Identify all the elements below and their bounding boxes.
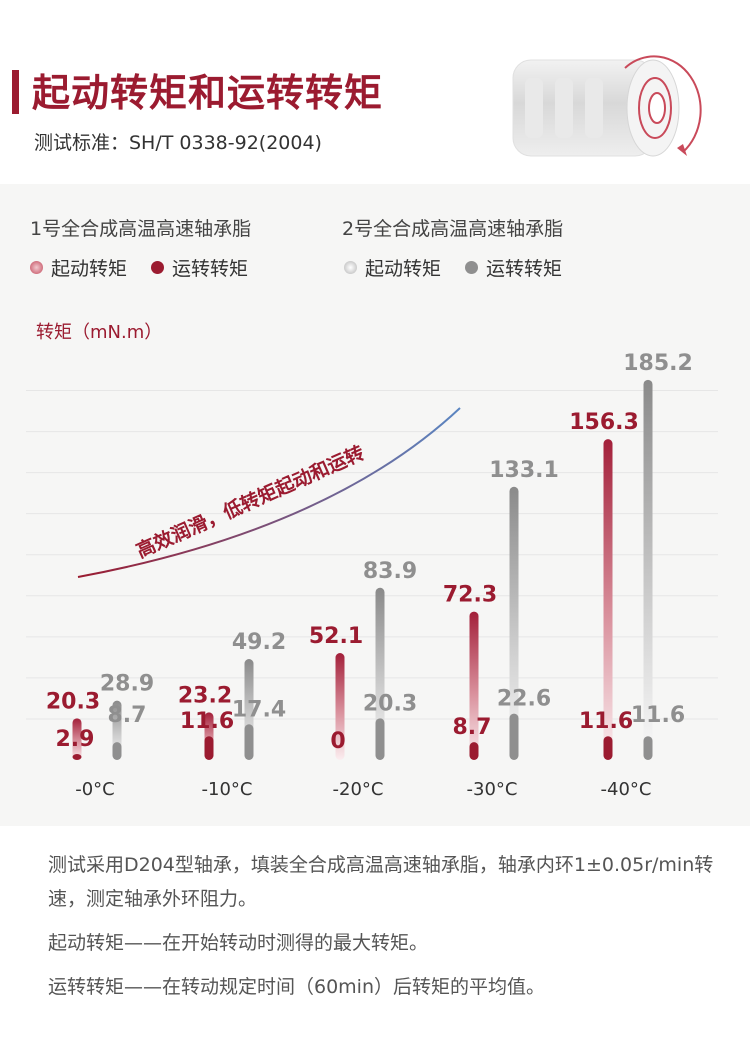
note-run-torque: 运转转矩——在转动规定时间（60min）后转矩的平均值。 xyxy=(48,976,546,998)
data-label-start-1: 23.2 xyxy=(178,683,232,708)
data-label-start-2: 133.1 xyxy=(489,458,559,483)
note-start-torque: 起动转矩——在开始转动时测得的最大转矩。 xyxy=(48,932,429,954)
test-notes: 测试采用D204型轴承，填装全合成高温高速轴承脂，轴承内环1±0.05r/min… xyxy=(48,848,728,1014)
data-label-run-1: 11.6 xyxy=(579,709,633,734)
data-label-run-2: 20.3 xyxy=(363,691,417,716)
bar-start-1 xyxy=(335,653,345,760)
x-tick-label: -0°C xyxy=(75,779,115,800)
data-label-start-1: 52.1 xyxy=(309,624,363,649)
trend-curve xyxy=(77,407,461,578)
legend-start-2: 起动转矩 xyxy=(344,254,441,281)
bar-start-1 xyxy=(72,718,82,760)
x-tick-label: -40°C xyxy=(601,779,652,800)
data-label-run-2: 22.6 xyxy=(497,687,551,712)
page-title: 起动转矩和运转转矩 xyxy=(32,71,384,115)
title-accent-bar xyxy=(12,70,19,114)
bar-start-2 xyxy=(643,379,653,760)
legend-items-2: 起动转矩 运转转矩 xyxy=(344,254,586,281)
data-label-start-2: 49.2 xyxy=(232,630,286,655)
x-tick-label: -30°C xyxy=(467,779,518,800)
bar-start-1 xyxy=(469,611,479,760)
test-standard: 测试标准：SH/T 0338-92(2004) xyxy=(34,132,322,154)
legend-dot-run-1 xyxy=(151,261,165,274)
bar-run-2 xyxy=(375,718,385,760)
legend-run-label-1: 运转转矩 xyxy=(172,258,249,280)
data-label-start-1: 20.3 xyxy=(46,689,100,714)
data-label-run-2: 8.7 xyxy=(108,703,147,728)
legend-dot-start-2 xyxy=(344,261,357,274)
y-axis-label: 转矩（mN.m） xyxy=(36,322,163,343)
data-label-start-1: 72.3 xyxy=(443,583,497,608)
data-label-run-2: 11.6 xyxy=(631,703,685,728)
legend-run-2: 运转转矩 xyxy=(465,254,562,281)
x-tick-label: -20°C xyxy=(333,779,384,800)
note-method: 测试采用D204型轴承，填装全合成高温高速轴承脂，轴承内环1±0.05r/min… xyxy=(48,854,714,910)
bar-run-1 xyxy=(469,742,479,760)
legend-group-2: 2号全合成高温高速轴承脂 xyxy=(342,218,564,240)
bar-run-2 xyxy=(244,724,254,760)
bar-run-2 xyxy=(643,736,653,760)
bar-start-1 xyxy=(603,439,613,760)
bar-run-1 xyxy=(204,736,214,760)
grid-lines xyxy=(26,390,718,720)
label-group: 20.328.92.98.723.249.211.617.452.183.902… xyxy=(46,351,693,754)
data-label-run-1: 11.6 xyxy=(180,709,234,734)
bar-run-2 xyxy=(509,713,519,760)
bar-run-1 xyxy=(603,736,613,760)
torque-chart: 高效润滑，低转矩起动和运转 20.328.92.98.723.249.211.6… xyxy=(26,351,718,800)
bar-start-2 xyxy=(375,587,385,760)
legend-dot-run-2 xyxy=(465,261,479,274)
data-label-start-2: 28.9 xyxy=(100,672,154,697)
legend-items-1: 起动转矩 运转转矩 xyxy=(30,254,272,281)
data-label-run-1: 0 xyxy=(330,729,345,754)
data-label-run-2: 17.4 xyxy=(232,697,286,722)
data-label-run-1: 2.9 xyxy=(56,727,95,752)
legend-start-label-1: 起动转矩 xyxy=(51,258,128,280)
legend-dot-start-1 xyxy=(30,261,43,274)
legend-start-1: 起动转矩 xyxy=(30,254,127,281)
bearing-illustration xyxy=(512,55,702,157)
bar-group xyxy=(72,379,653,760)
bar-run-2 xyxy=(112,742,122,760)
data-label-run-1: 8.7 xyxy=(453,715,492,740)
x-tick-label: -10°C xyxy=(202,779,253,800)
legend-run-1: 运转转矩 xyxy=(151,254,248,281)
data-label-start-2: 83.9 xyxy=(363,559,417,584)
bar-start-2 xyxy=(509,486,519,760)
legend-group-1: 1号全合成高温高速轴承脂 xyxy=(30,218,252,240)
data-label-start-1: 156.3 xyxy=(569,410,639,435)
legend-start-label-2: 起动转矩 xyxy=(365,258,442,280)
legend-run-label-2: 运转转矩 xyxy=(486,258,563,280)
chart-annotation: 高效润滑，低转矩起动和运转 xyxy=(133,441,368,562)
x-tick-group: -0°C -10°C -20°C -30°C -40°C xyxy=(75,779,651,800)
data-label-start-2: 185.2 xyxy=(623,351,693,376)
